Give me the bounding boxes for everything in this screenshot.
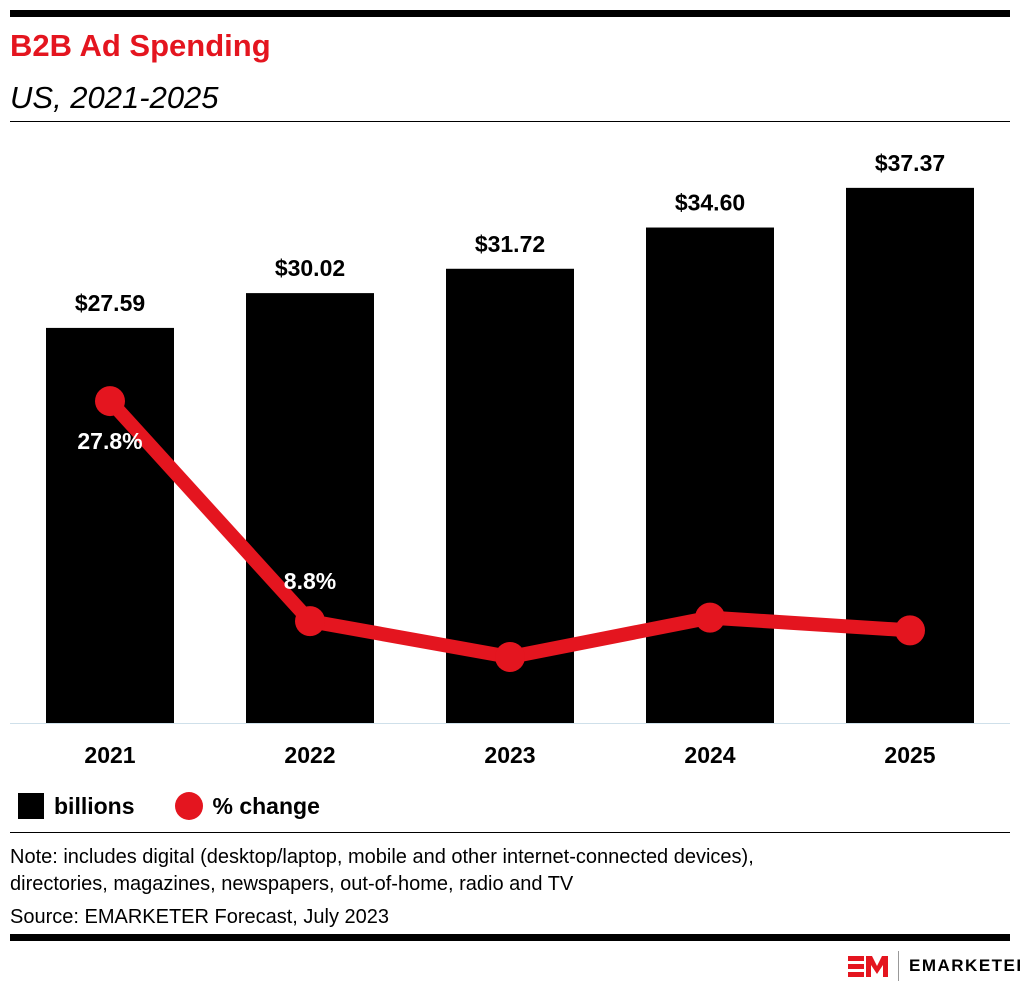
pct-change-label: 9.1% — [684, 565, 736, 591]
note: Note: includes digital (desktop/laptop, … — [10, 846, 754, 868]
chart-title: B2B Ad Spending — [10, 28, 271, 63]
logo-text: EMARKETER — [909, 956, 1020, 975]
top-rule — [10, 10, 1010, 17]
note-line-2: directories, magazines, newspapers, out-… — [10, 873, 574, 895]
x-tick-label: 2025 — [884, 742, 935, 768]
emarketer-logo: EMARKETER — [848, 951, 1020, 981]
pct-change-label: 8.0% — [884, 577, 936, 603]
bar-value-label: $34.60 — [675, 190, 745, 216]
source: Source: EMARKETER Forecast, July 2023 — [10, 906, 390, 928]
x-tick-label: 2023 — [484, 742, 535, 768]
bar — [646, 227, 774, 723]
legend-bar-swatch — [18, 793, 44, 819]
em-logo-icon — [848, 956, 888, 977]
pct-change-label: 8.8% — [284, 568, 336, 594]
bar — [246, 293, 374, 723]
bar-value-label: $30.02 — [275, 255, 345, 281]
x-tick-label: 2024 — [684, 742, 735, 768]
legend-bar-label: billions — [54, 792, 135, 819]
pct-change-label: 5.7% — [484, 604, 536, 630]
pct-change-label: 27.8% — [77, 428, 142, 454]
bar-value-label: $31.72 — [475, 231, 545, 257]
bar-value-label: $27.59 — [75, 290, 145, 316]
legend: billions % change — [18, 792, 320, 820]
pct-change-point — [895, 615, 925, 646]
bar-value-label: $37.37 — [875, 150, 945, 176]
legend-line-swatch — [174, 792, 203, 820]
pct-change-point — [295, 606, 325, 637]
divider — [10, 121, 1010, 122]
bottom-rule — [10, 934, 1010, 941]
legend-line-label: % change — [212, 792, 320, 819]
x-tick-label: 2022 — [284, 742, 335, 768]
pct-change-point — [95, 386, 125, 417]
pct-change-point — [695, 602, 725, 633]
divider — [10, 832, 1010, 833]
x-tick-label: 2021 — [84, 742, 135, 768]
pct-change-point — [495, 641, 525, 672]
plot-area: $27.59 2021 $30.02 2022 $31.72 2023 $34.60 2024… — [10, 150, 1010, 768]
chart-subtitle: US, 2021-2025 — [10, 80, 219, 115]
